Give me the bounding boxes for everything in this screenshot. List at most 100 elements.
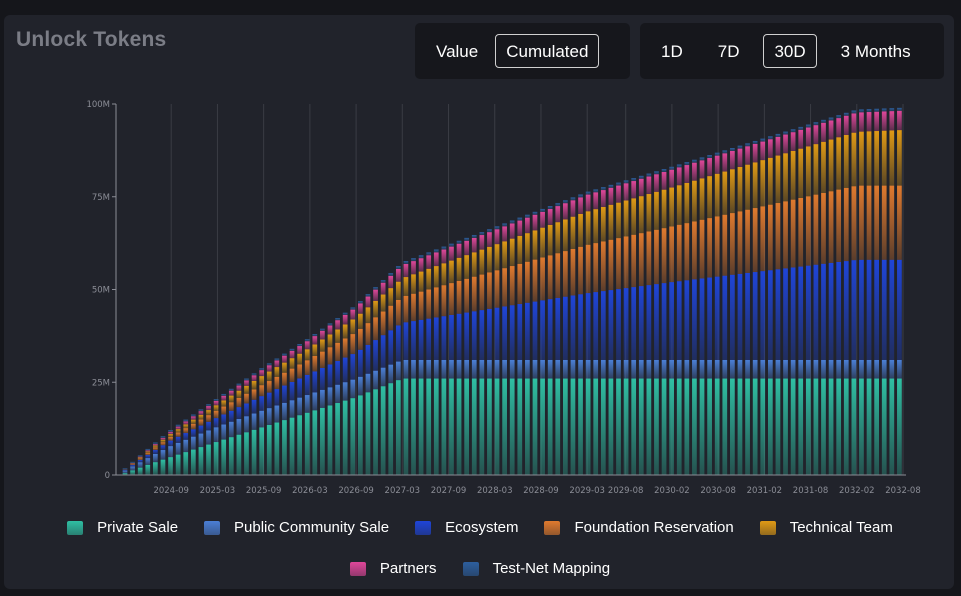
bar-segment[interactable]	[190, 414, 196, 417]
bar-segment[interactable]	[889, 111, 895, 131]
bar-segment[interactable]	[289, 358, 295, 369]
bar-segment[interactable]	[730, 213, 735, 275]
bar-segment[interactable]	[479, 232, 485, 236]
bar-segment[interactable]	[836, 359, 842, 379]
bar-segment[interactable]	[251, 429, 257, 475]
legend-item[interactable]: Foundation Reservation	[544, 518, 734, 537]
bar-segment[interactable]	[175, 442, 181, 455]
bar-segment[interactable]	[365, 344, 371, 374]
bar-segment[interactable]	[244, 432, 249, 475]
bar-segment[interactable]	[282, 353, 287, 356]
bar-segment[interactable]	[638, 286, 644, 360]
bar-segment[interactable]	[411, 359, 416, 379]
bar-segment[interactable]	[821, 378, 826, 475]
bar-segment[interactable]	[456, 280, 462, 314]
bar-segment[interactable]	[274, 405, 280, 423]
bar-segment[interactable]	[274, 358, 280, 361]
bar-segment[interactable]	[426, 252, 432, 256]
bar-segment[interactable]	[775, 203, 781, 270]
bar-segment[interactable]	[168, 436, 173, 441]
bar-segment[interactable]	[251, 413, 257, 430]
bar-segment[interactable]	[418, 319, 424, 360]
bar-segment[interactable]	[767, 136, 773, 140]
bar-segment[interactable]	[327, 325, 333, 335]
bar-segment[interactable]	[562, 251, 568, 297]
bar-segment[interactable]	[145, 455, 151, 459]
bar-segment[interactable]	[859, 109, 864, 113]
bar-segment[interactable]	[532, 214, 538, 231]
bar-segment[interactable]	[714, 378, 720, 475]
bar-segment[interactable]	[661, 283, 667, 360]
bar-segment[interactable]	[616, 359, 621, 379]
bar-segment[interactable]	[578, 213, 583, 247]
bar-segment[interactable]	[676, 224, 682, 282]
bar-segment[interactable]	[464, 359, 470, 379]
bar-segment[interactable]	[342, 400, 348, 475]
bar-segment[interactable]	[190, 416, 196, 420]
bar-segment[interactable]	[676, 167, 682, 186]
legend-item[interactable]: Partners	[349, 559, 437, 578]
bar-segment[interactable]	[502, 268, 507, 307]
bar-segment[interactable]	[251, 380, 257, 390]
bar-segment[interactable]	[471, 252, 477, 277]
bar-segment[interactable]	[859, 378, 864, 475]
bar-segment[interactable]	[866, 112, 872, 132]
bar-segment[interactable]	[206, 415, 211, 422]
bar-segment[interactable]	[730, 148, 735, 151]
bar-segment[interactable]	[160, 445, 166, 451]
bar-segment[interactable]	[312, 334, 318, 337]
bar-segment[interactable]	[730, 274, 735, 360]
bar-segment[interactable]	[638, 359, 644, 379]
bar-segment[interactable]	[843, 378, 849, 475]
bar-segment[interactable]	[578, 246, 583, 295]
bar-segment[interactable]	[183, 433, 189, 440]
bar-segment[interactable]	[570, 378, 576, 475]
bar-segment[interactable]	[168, 440, 173, 447]
bar-segment[interactable]	[350, 354, 356, 380]
bar-segment[interactable]	[289, 368, 295, 383]
bar-segment[interactable]	[547, 359, 553, 379]
bar-segment[interactable]	[228, 421, 234, 438]
bar-segment[interactable]	[221, 406, 227, 415]
bar-segment[interactable]	[153, 450, 158, 454]
bar-segment[interactable]	[828, 359, 834, 379]
bar-segment[interactable]	[684, 165, 690, 183]
bar-segment[interactable]	[646, 176, 652, 195]
bar-segment[interactable]	[593, 243, 599, 293]
bar-segment[interactable]	[600, 241, 606, 292]
bar-segment[interactable]	[198, 425, 204, 434]
bar-segment[interactable]	[585, 194, 591, 212]
range-30d-button[interactable]: 30D	[763, 34, 817, 68]
bar-segment[interactable]	[714, 155, 720, 174]
bar-segment[interactable]	[654, 378, 659, 475]
bar-segment[interactable]	[403, 277, 409, 296]
bar-segment[interactable]	[175, 436, 181, 443]
bar-segment[interactable]	[578, 378, 583, 475]
bar-segment[interactable]	[145, 448, 151, 451]
bar-segment[interactable]	[843, 187, 849, 262]
bar-segment[interactable]	[380, 386, 386, 475]
bar-segment[interactable]	[433, 266, 439, 288]
bar-segment[interactable]	[228, 402, 234, 411]
bar-segment[interactable]	[798, 266, 804, 360]
bar-segment[interactable]	[365, 307, 371, 324]
bar-segment[interactable]	[304, 341, 310, 350]
bar-segment[interactable]	[775, 359, 781, 379]
bar-segment[interactable]	[600, 207, 606, 242]
bar-segment[interactable]	[130, 470, 135, 475]
bar-segment[interactable]	[335, 403, 340, 475]
bar-segment[interactable]	[479, 249, 485, 275]
bar-segment[interactable]	[790, 150, 796, 200]
bar-segment[interactable]	[593, 292, 599, 360]
bar-segment[interactable]	[889, 259, 895, 360]
bar-segment[interactable]	[881, 259, 887, 360]
bar-segment[interactable]	[562, 219, 568, 252]
bar-segment[interactable]	[555, 206, 561, 223]
bar-segment[interactable]	[805, 127, 811, 147]
bar-segment[interactable]	[836, 137, 842, 190]
bar-segment[interactable]	[509, 266, 515, 306]
bar-segment[interactable]	[464, 278, 470, 313]
bar-segment[interactable]	[745, 146, 750, 165]
bar-segment[interactable]	[525, 233, 530, 262]
bar-segment[interactable]	[282, 402, 287, 421]
